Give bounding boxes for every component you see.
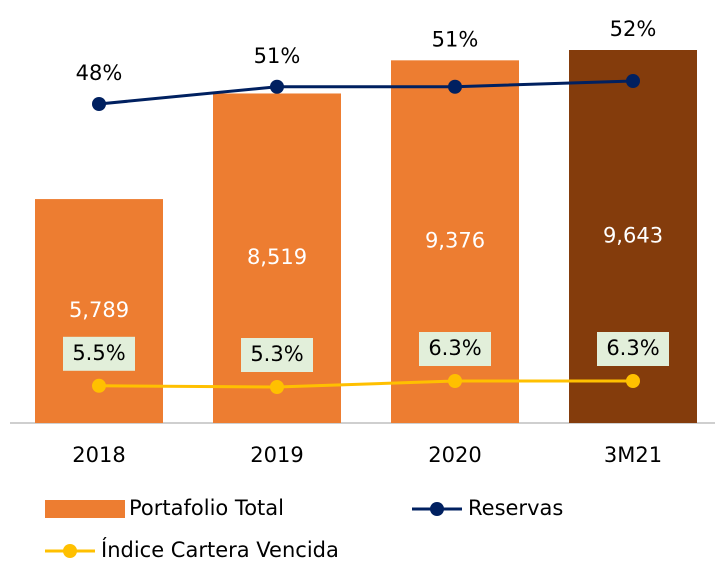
label-box — [63, 336, 135, 371]
x-tick-label: 2019 — [250, 443, 303, 467]
line-point — [92, 97, 106, 111]
legend-label: Índice Cartera Vencida — [101, 537, 339, 562]
line-point — [448, 374, 462, 388]
bar-label: 9,643 — [603, 224, 663, 248]
legend-swatch — [63, 544, 77, 558]
line-label: 48% — [76, 61, 123, 85]
x-tick-label: 2020 — [428, 443, 481, 467]
line-label: 52% — [610, 17, 657, 41]
line-label: 51% — [432, 27, 479, 51]
line-label: 5.5% — [72, 341, 125, 365]
legend-swatch — [45, 500, 125, 518]
line-point — [270, 380, 284, 394]
x-tick-label: 2018 — [72, 443, 125, 467]
bar-label: 5,789 — [69, 298, 129, 322]
line-point — [626, 74, 640, 88]
line-point — [626, 374, 640, 388]
label-box — [419, 332, 491, 366]
line-point — [92, 378, 106, 393]
bar-label: 8,519 — [247, 245, 307, 269]
x-tick-label: 3M21 — [604, 443, 662, 467]
legend-label: Reservas — [468, 496, 563, 520]
label-box — [241, 338, 313, 372]
line-point — [270, 79, 284, 94]
line — [98, 79, 634, 106]
bar-label: 9,376 — [425, 229, 485, 253]
legend-label: Portafolio Total — [129, 496, 284, 520]
label-box — [597, 332, 669, 366]
legend-swatch — [430, 502, 444, 516]
line-label: 5.3% — [250, 342, 303, 366]
line-label: 6.3% — [428, 336, 481, 360]
line-label: 51% — [254, 44, 301, 68]
line — [98, 379, 633, 389]
line-label: 6.3% — [606, 336, 659, 360]
line-point — [448, 79, 462, 94]
